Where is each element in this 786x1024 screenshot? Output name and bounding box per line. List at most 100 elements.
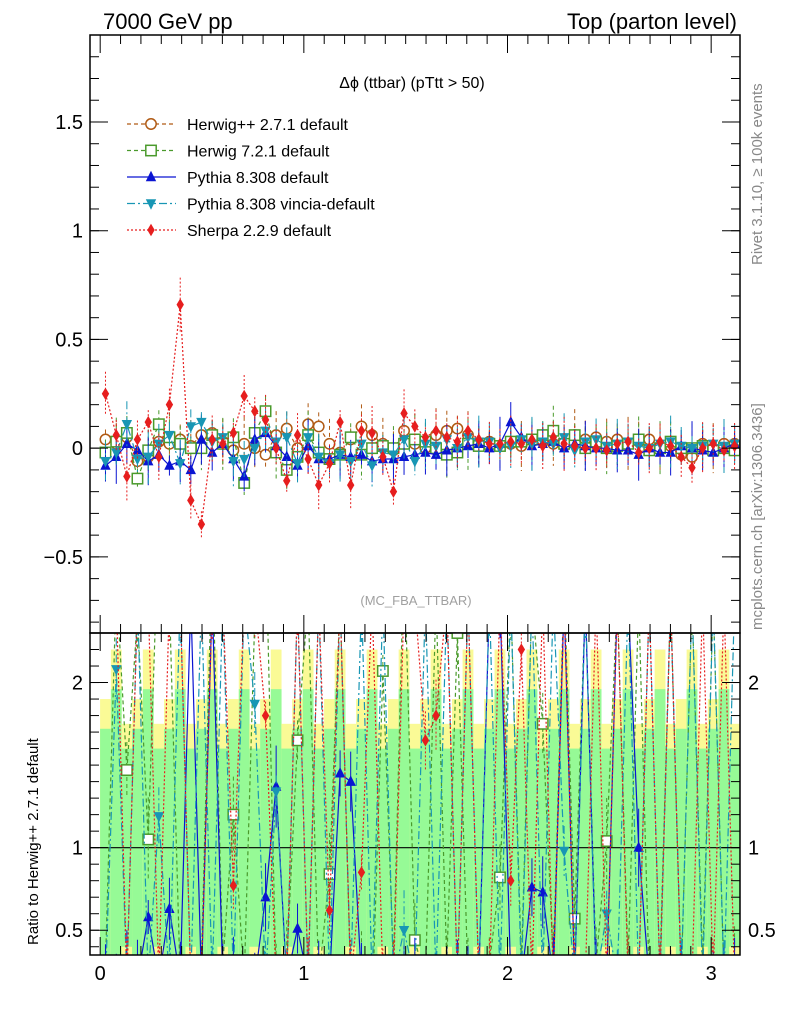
data-point <box>656 974 663 986</box>
data-point <box>143 910 154 922</box>
data-point <box>560 437 568 451</box>
band-inner <box>515 728 527 955</box>
data-point <box>592 594 599 606</box>
data-point <box>367 974 377 984</box>
ratio-clip-group <box>90 512 740 986</box>
data-point <box>184 442 197 455</box>
data-point <box>176 298 184 311</box>
data-point <box>291 734 304 747</box>
data-point <box>102 594 109 606</box>
header-left: 7000 GeV pp <box>103 9 233 34</box>
data-point <box>272 974 279 986</box>
y-tick-label: 1.5 <box>55 112 83 134</box>
band-inner <box>718 689 730 955</box>
data-point <box>634 446 643 459</box>
data-point <box>719 974 729 984</box>
y-tick-label-right: 1 <box>748 838 759 860</box>
data-point <box>699 594 706 606</box>
data-point <box>336 415 344 429</box>
data-point <box>475 433 483 446</box>
data-point <box>218 974 228 984</box>
x-tick-label: 0 <box>95 963 106 985</box>
data-point <box>570 976 580 986</box>
data-point <box>612 594 622 604</box>
data-point <box>164 459 175 470</box>
data-point <box>228 976 238 986</box>
data-point <box>229 426 238 440</box>
data-point <box>687 974 697 984</box>
x-tick-label: 1 <box>298 963 309 985</box>
data-point <box>485 437 494 451</box>
data-point <box>312 420 325 433</box>
data-point <box>538 976 548 986</box>
ratio-plot-area <box>90 512 740 986</box>
data-point <box>249 699 260 711</box>
main-plot-area <box>99 277 740 538</box>
data-point <box>207 545 217 555</box>
data-point <box>293 428 302 442</box>
band-inner <box>462 689 474 955</box>
data-point <box>633 595 643 605</box>
band-inner <box>494 689 506 955</box>
data-point <box>356 439 367 451</box>
band-inner <box>132 728 143 955</box>
data-point <box>315 478 323 492</box>
data-point <box>388 450 399 461</box>
data-point <box>112 428 120 442</box>
data-point <box>667 594 674 606</box>
data-point <box>132 974 142 984</box>
band-inner <box>686 689 698 955</box>
data-point <box>451 633 464 639</box>
data-point <box>196 433 207 444</box>
data-point <box>486 974 493 986</box>
data-point <box>111 665 122 676</box>
data-point <box>282 958 292 968</box>
data-point <box>507 435 515 448</box>
data-point <box>507 874 515 887</box>
band-inner <box>100 728 111 955</box>
data-point <box>676 976 686 986</box>
data-point <box>345 775 356 786</box>
data-point <box>177 594 184 606</box>
data-point <box>398 926 410 937</box>
data-point <box>314 975 324 985</box>
legend: Herwig++ 2.7.1 default Herwig 7.2.1 defau… <box>127 117 375 240</box>
band-inner <box>206 689 218 955</box>
data-point <box>729 958 739 968</box>
data-point <box>591 976 601 986</box>
data-point <box>666 439 675 453</box>
data-point <box>154 512 164 522</box>
data-point <box>346 478 355 492</box>
data-point <box>688 461 696 474</box>
band-inner <box>334 689 346 955</box>
band-inner <box>356 728 367 955</box>
data-point <box>568 912 581 925</box>
data-point <box>528 433 536 446</box>
rivet-label: Rivet 3.1.10, ≥ 100k events <box>749 83 766 265</box>
data-point <box>325 904 334 917</box>
data-point <box>324 976 334 986</box>
data-point <box>271 975 281 985</box>
band-inner <box>643 728 655 955</box>
data-point <box>240 389 248 403</box>
data-point <box>623 958 633 968</box>
data-point <box>175 459 186 470</box>
data-point <box>688 974 695 986</box>
data-point <box>665 974 675 984</box>
data-point <box>399 974 409 984</box>
data-point <box>655 974 665 984</box>
series-herwig-7-2-1-default <box>99 395 740 495</box>
data-point <box>207 976 217 986</box>
data-point <box>175 975 185 985</box>
data-point <box>122 976 132 986</box>
data-point <box>431 974 441 984</box>
data-point <box>366 461 378 472</box>
data-point <box>229 879 238 892</box>
data-point <box>251 594 258 606</box>
data-point <box>239 975 249 985</box>
data-point <box>186 594 196 604</box>
data-point <box>123 470 131 483</box>
data-point <box>356 974 366 984</box>
data-point <box>452 974 462 984</box>
data-point <box>548 596 558 606</box>
